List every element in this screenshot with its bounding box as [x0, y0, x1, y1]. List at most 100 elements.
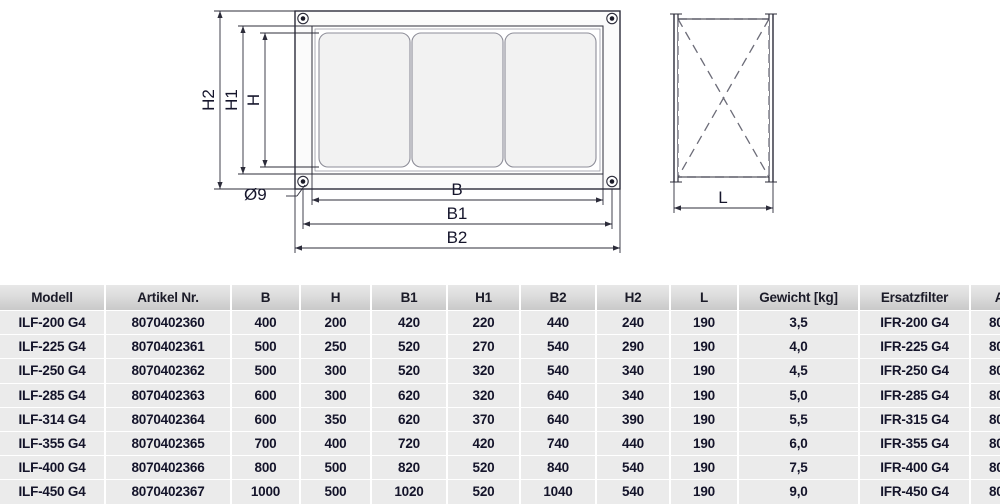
cell-b1: 720 — [371, 431, 448, 457]
cell-artikel-nr-2: 8070402378 — [970, 479, 1000, 504]
table-row: ILF-314 G4 8070402364 600 350 620 370 64… — [0, 407, 1000, 432]
cell-l: 190 — [670, 383, 739, 408]
cell-gewicht: 3,5 — [738, 310, 860, 336]
cell-gewicht: 6,0 — [738, 431, 860, 457]
dim-label-h2: H2 — [199, 89, 218, 111]
cell-gewicht: 4,0 — [738, 334, 860, 360]
dim-label-h1: H1 — [222, 89, 241, 111]
table-row: ILF-250 G4 8070402362 500 300 520 320 54… — [0, 358, 1000, 384]
side-view — [670, 13, 777, 183]
cell-b: 500 — [231, 334, 301, 360]
cell-artikel-nr-2: 8070402376 — [970, 431, 1000, 457]
cell-artikel-nr: 8070402360 — [105, 310, 232, 336]
cell-artikel-nr-2: 8070402374 — [970, 383, 1000, 408]
cell-artikel-nr: 8070402364 — [105, 407, 232, 432]
cell-b2: 440 — [520, 310, 597, 336]
cell-artikel-nr: 8070402363 — [105, 383, 232, 408]
cell-modell: ILF-314 G4 — [0, 407, 106, 432]
column-header-h: H — [300, 285, 372, 311]
cell-modell: ILF-285 G4 — [0, 383, 106, 408]
cell-b: 600 — [231, 383, 301, 408]
cell-b1: 620 — [371, 407, 448, 432]
cell-h1: 520 — [447, 479, 521, 504]
cell-ersatzfilter: IFR-200 G4 — [859, 310, 971, 336]
column-header-b: B — [231, 285, 301, 311]
cell-b1: 520 — [371, 358, 448, 384]
cell-artikel-nr-2: 8070402373 — [970, 358, 1000, 384]
cell-l: 190 — [670, 455, 739, 481]
cell-artikel-nr-2: 8070402377 — [970, 455, 1000, 481]
side-view-dimension — [673, 182, 774, 213]
cell-h2: 540 — [596, 455, 671, 481]
cell-artikel-nr-2: 8070402375 — [970, 407, 1000, 432]
column-header-h2: H2 — [596, 285, 671, 311]
cell-b1: 1020 — [371, 479, 448, 504]
cell-h1: 320 — [447, 358, 521, 384]
cell-b: 800 — [231, 455, 301, 481]
cell-artikel-nr: 8070402361 — [105, 334, 232, 360]
vertical-dimensions — [214, 10, 319, 190]
cell-h: 200 — [300, 310, 372, 336]
cell-l: 190 — [670, 358, 739, 384]
cell-h: 250 — [300, 334, 372, 360]
cell-modell: ILF-250 G4 — [0, 358, 106, 384]
dim-label-b2: B2 — [447, 228, 468, 247]
cell-b2: 640 — [520, 407, 597, 432]
cell-artikel-nr: 8070402362 — [105, 358, 232, 384]
cell-modell: ILF-200 G4 — [0, 310, 106, 336]
cell-l: 190 — [670, 334, 739, 360]
cell-modell: ILF-355 G4 — [0, 431, 106, 457]
cell-h2: 290 — [596, 334, 671, 360]
cell-ersatzfilter: IFR-225 G4 — [859, 334, 971, 360]
cell-l: 190 — [670, 407, 739, 432]
side-view-diagonal-2 — [677, 18, 770, 178]
dim-label-h: H — [244, 94, 263, 106]
cell-gewicht: 7,5 — [738, 455, 860, 481]
cell-h1: 370 — [447, 407, 521, 432]
cell-h1: 420 — [447, 431, 521, 457]
cell-b2: 540 — [520, 334, 597, 360]
bolt-hole-top-right — [606, 12, 618, 25]
table-row: ILF-200 G4 8070402360 400 200 420 220 44… — [0, 310, 1000, 336]
cell-h1: 520 — [447, 455, 521, 481]
cell-b2: 840 — [520, 455, 597, 481]
cell-b2: 1040 — [520, 479, 597, 504]
column-header-b2: B2 — [520, 285, 597, 311]
cell-artikel-nr: 8070402366 — [105, 455, 232, 481]
table-row: ILF-400 G4 8070402366 800 500 820 520 84… — [0, 455, 1000, 481]
cell-artikel-nr-2: 8070402371 — [970, 310, 1000, 336]
dim-label-hole-diameter: Ø9 — [244, 185, 267, 204]
cell-gewicht: 5,5 — [738, 407, 860, 432]
cell-h1: 320 — [447, 383, 521, 408]
cell-modell: ILF-450 G4 — [0, 479, 106, 504]
specifications-table: Modell Artikel Nr. B H B1 H1 B2 H2 L Gew… — [0, 285, 1000, 504]
dim-label-b: B — [451, 180, 462, 199]
column-header-l: L — [670, 285, 739, 311]
column-header-h1: H1 — [447, 285, 521, 311]
cell-gewicht: 4,5 — [738, 358, 860, 384]
cell-b2: 640 — [520, 383, 597, 408]
horizontal-dimensions — [294, 174, 621, 253]
cell-b: 1000 — [231, 479, 301, 504]
cell-ersatzfilter: IFR-400 G4 — [859, 455, 971, 481]
cell-artikel-nr: 8070402365 — [105, 431, 232, 457]
cell-h2: 390 — [596, 407, 671, 432]
technical-drawing: H2 H1 H Ø9 B B1 B2 — [199, 10, 777, 253]
cell-h2: 540 — [596, 479, 671, 504]
cell-b2: 540 — [520, 358, 597, 384]
cell-h: 300 — [300, 358, 372, 384]
cell-ersatzfilter: IFR-355 G4 — [859, 431, 971, 457]
filter-panel-2 — [411, 32, 504, 168]
cell-gewicht: 5,0 — [738, 383, 860, 408]
cell-h: 400 — [300, 431, 372, 457]
cell-h: 300 — [300, 383, 372, 408]
table-row: ILF-450 G4 8070402367 1000 500 1020 520 … — [0, 479, 1000, 504]
cell-b: 600 — [231, 407, 301, 432]
cell-ersatzfilter: IFR-250 G4 — [859, 358, 971, 384]
column-header-artikel-nr-2: Artikel Nr. — [970, 285, 1000, 311]
cell-h2: 340 — [596, 358, 671, 384]
column-header-modell: Modell — [0, 285, 106, 311]
cell-modell: ILF-225 G4 — [0, 334, 106, 360]
cell-artikel-nr: 8070402367 — [105, 479, 232, 504]
cell-gewicht: 9,0 — [738, 479, 860, 504]
